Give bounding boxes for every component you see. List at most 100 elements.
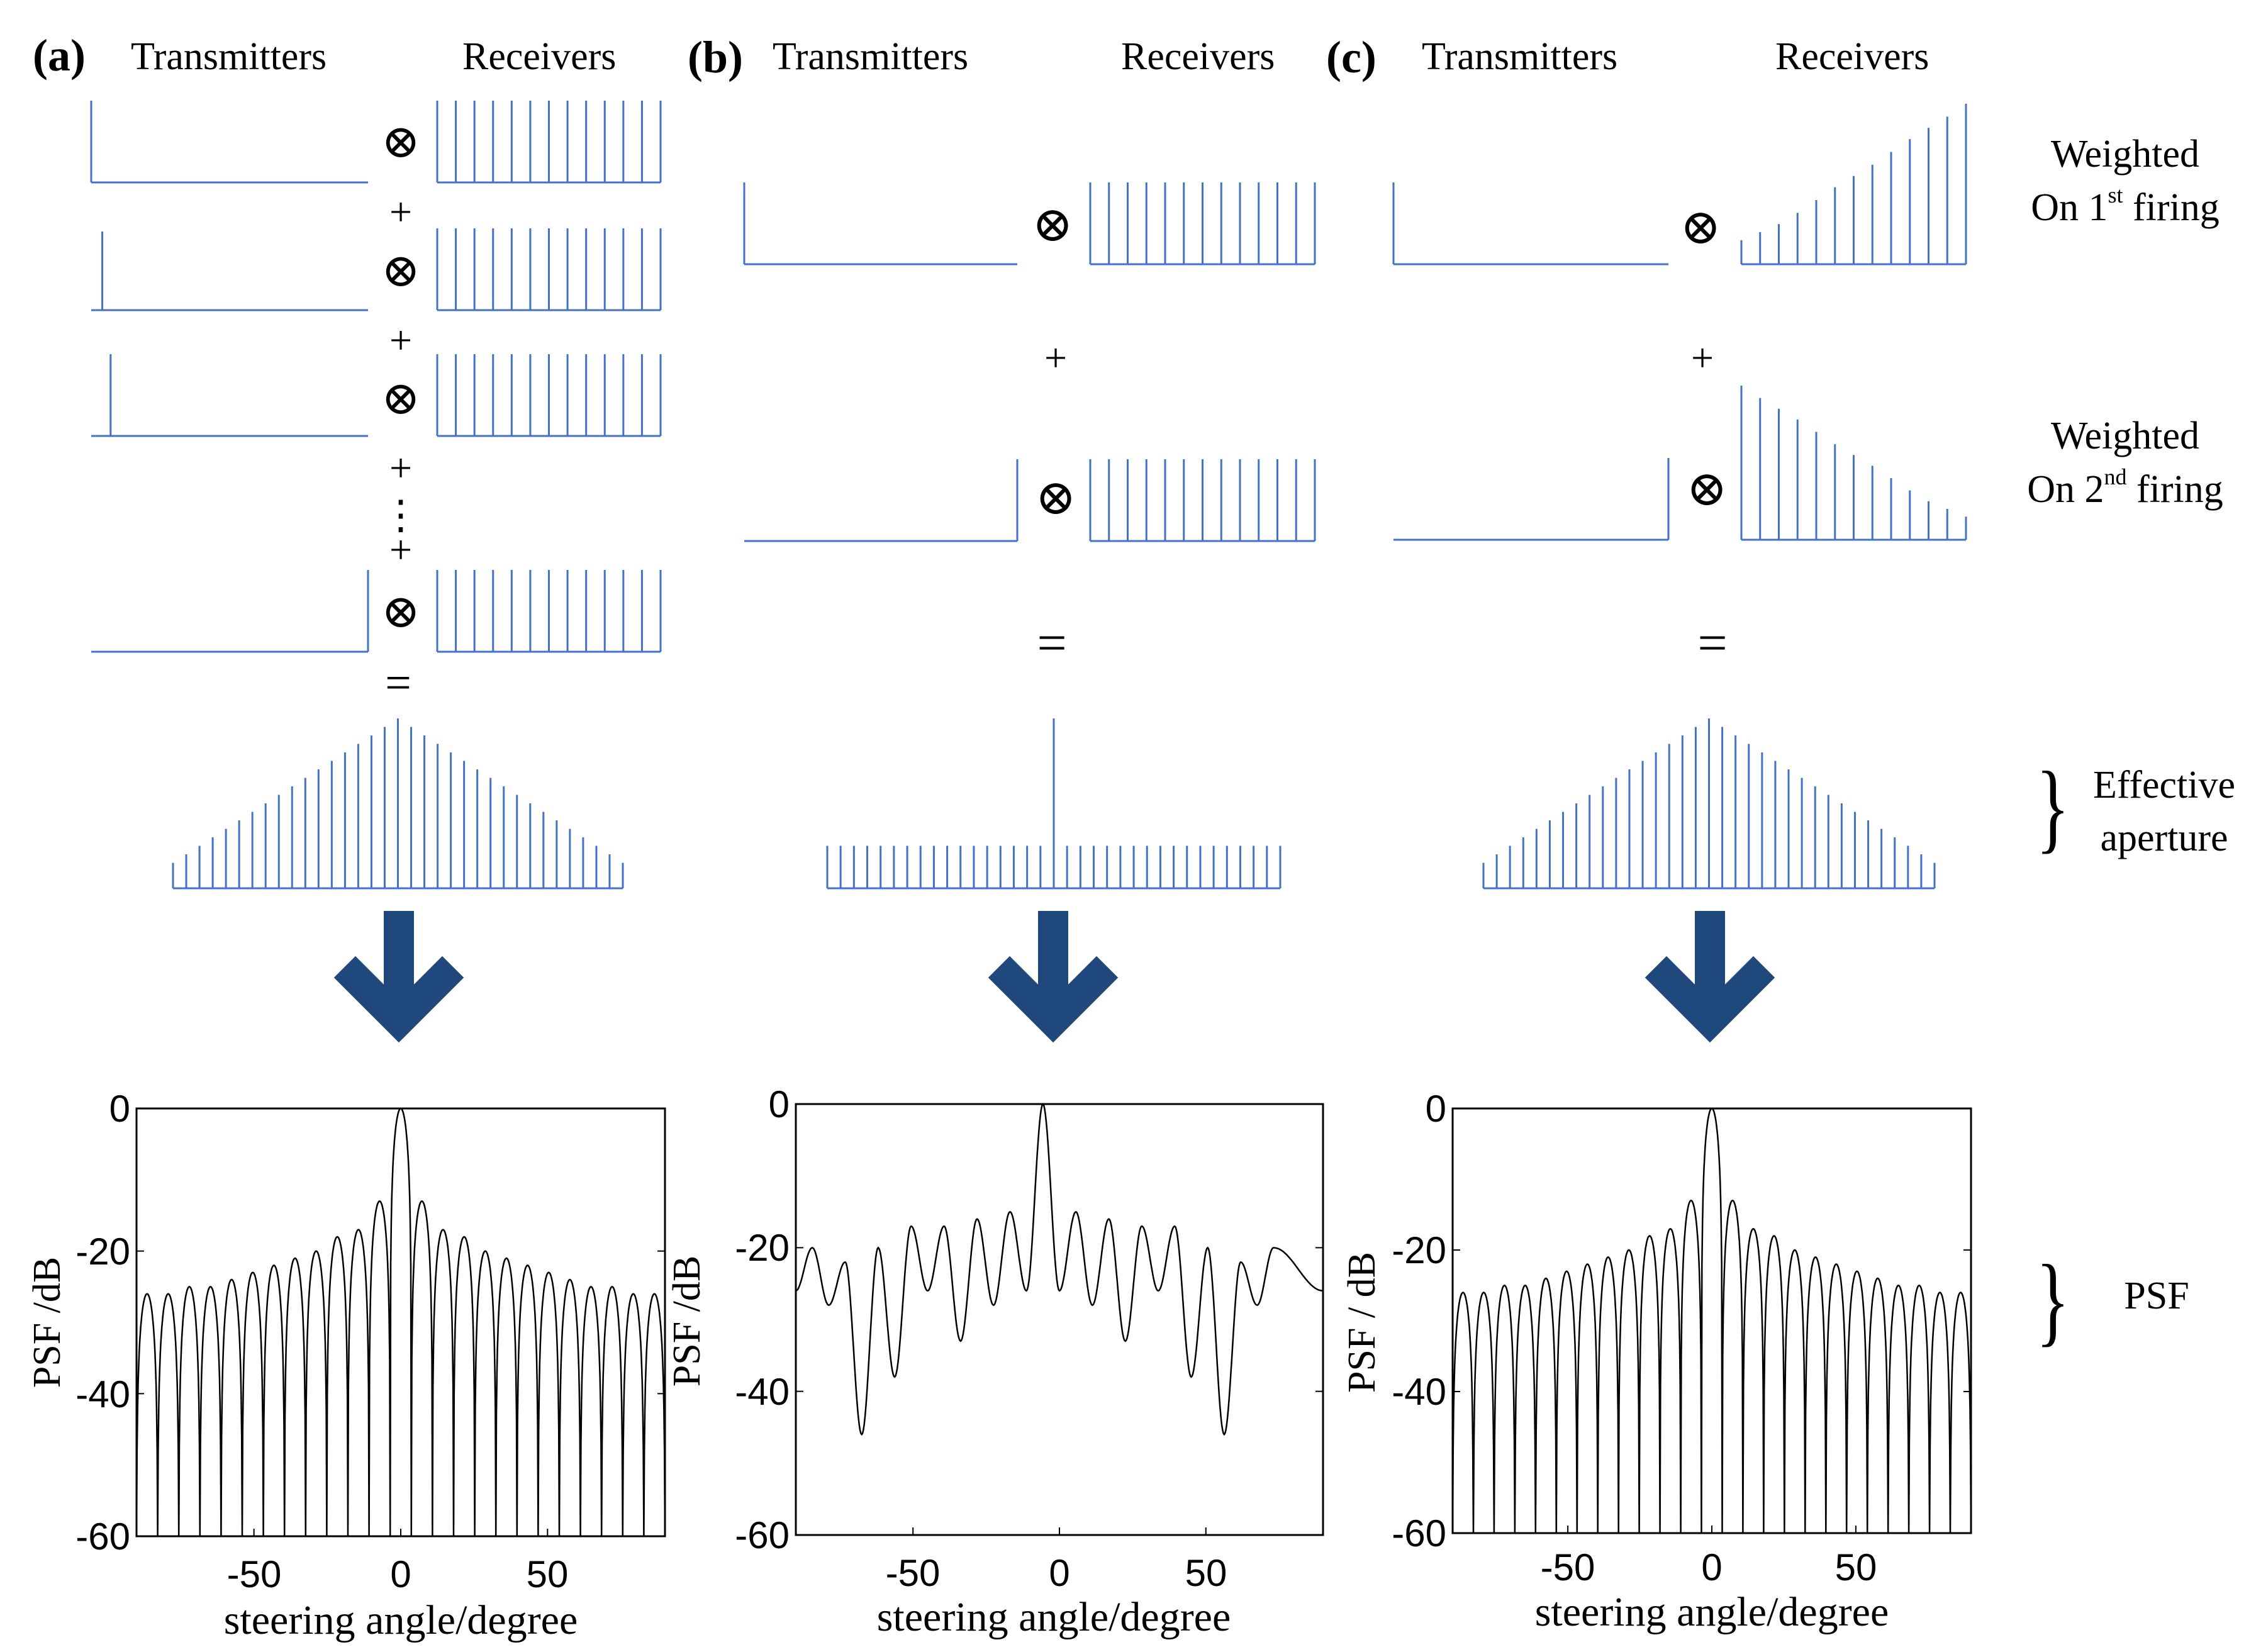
x-tick-label: 0	[1049, 1552, 1069, 1594]
side-annotations: Weighted On 1st firing Weighted On 2nd f…	[2027, 133, 2235, 1356]
brace-psf-icon: }	[2036, 1244, 2070, 1355]
tx-a-4	[91, 570, 369, 653]
y-tick-label: 0	[109, 1088, 130, 1130]
times-op-b1: ⊗	[1032, 197, 1073, 252]
weighted-first-sup: st	[2108, 182, 2123, 208]
tx-c-2	[1393, 458, 1670, 541]
weighted-first-on: On 1	[2031, 186, 2108, 229]
weighted-first-line2: On 1st firing	[2031, 182, 2220, 229]
brace-aperture-icon: }	[2036, 751, 2070, 862]
rx-a-4	[436, 570, 662, 653]
rx-c-1	[1740, 104, 1967, 265]
plus-op-a1: +	[389, 189, 412, 234]
down-arrow-icon	[1641, 908, 1779, 1046]
y-axis-label: PSF / dB	[1341, 1252, 1383, 1393]
x-tick-label: 0	[390, 1553, 411, 1595]
x-tick-label: 50	[527, 1553, 569, 1595]
plus-op-a3: +	[389, 445, 412, 490]
x-axis-label: steering angle/degree	[224, 1597, 578, 1643]
psf-curve	[1451, 1107, 1972, 1534]
down-arrow-icon	[985, 908, 1122, 1046]
x-axis-label: steering angle/degree	[877, 1594, 1231, 1640]
panel-b-tx-title: Transmitters	[773, 35, 968, 78]
panel-c-rx-title: Receivers	[1775, 35, 1929, 78]
plot-frame	[795, 1103, 1324, 1536]
equals-op-a: =	[385, 657, 411, 709]
tx-b-1	[743, 182, 1017, 265]
y-tick-label: 0	[1426, 1088, 1446, 1130]
rx-c-2	[1740, 386, 1967, 541]
equals-op-c: =	[1697, 614, 1727, 673]
y-tick-label: -40	[1392, 1371, 1446, 1413]
times-op-b2: ⊗	[1035, 470, 1076, 525]
psf-plot-b: 0 -20 -40 -60 -50 0 50 steering angle/de…	[666, 1083, 1324, 1640]
x-tick-label: 50	[1835, 1546, 1877, 1588]
rx-a-1	[436, 101, 662, 184]
weighted-second-firing: firing	[2127, 468, 2223, 511]
x-tick-label: 50	[1185, 1552, 1227, 1594]
y-tick-label: -20	[1392, 1229, 1446, 1271]
weighted-second-sup: nd	[2104, 464, 2127, 489]
x-axis-label: steering angle/degree	[1535, 1589, 1889, 1635]
tx-a-1	[90, 101, 368, 184]
aperture-c	[1482, 718, 1936, 890]
y-tick-label: -60	[75, 1515, 130, 1558]
y-tick-label: -60	[1392, 1512, 1446, 1554]
rx-a-3	[436, 354, 662, 437]
aperture-b	[826, 718, 1282, 890]
equals-op-b: =	[1037, 614, 1066, 673]
tx-b-2	[744, 459, 1019, 542]
panel-c-label: (c)	[1326, 32, 1376, 82]
plus-op-a2: +	[389, 318, 412, 362]
panel-a-label: (a)	[33, 30, 86, 81]
panel-b-label: (b)	[688, 32, 743, 82]
y-tick-label: -20	[735, 1227, 790, 1269]
y-tick-label: -40	[735, 1371, 790, 1413]
weighted-first-firing: firing	[2123, 186, 2220, 229]
times-op-a2: ⊗	[381, 245, 420, 297]
x-tick-label: -50	[1541, 1546, 1595, 1588]
times-op-a4: ⊗	[381, 586, 420, 638]
y-axis-label: PSF /dB	[26, 1257, 69, 1388]
dots-op-a: ⋮	[381, 493, 421, 537]
plus-op-b: +	[1044, 335, 1067, 380]
operators: ⊗ + ⊗ + ⊗ + ⋮ + ⊗ = ⊗ + ⊗ = ⊗ + ⊗ =	[381, 116, 1728, 709]
panel-a-rx-title: Receivers	[462, 35, 616, 78]
plus-op-c: +	[1691, 335, 1714, 380]
x-tick-label: 0	[1701, 1546, 1722, 1588]
y-axis-label: PSF /dB	[666, 1256, 708, 1387]
y-tick-label: 0	[769, 1083, 790, 1125]
down-arrow-icon	[330, 908, 467, 1046]
times-op-a3: ⊗	[381, 373, 420, 425]
panel-c-tx-title: Transmitters	[1422, 35, 1617, 78]
x-tick-label: -50	[227, 1553, 282, 1595]
times-op-c1: ⊗	[1680, 199, 1721, 254]
times-op-a1: ⊗	[381, 116, 420, 168]
psf-plot-c: 0 -20 -40 -60 -50 0 50 steering angle/de…	[1341, 1088, 1972, 1635]
plot-frame	[135, 1107, 666, 1538]
weighted-second-on: On 2	[2027, 468, 2104, 511]
plot-frame	[1451, 1107, 1972, 1534]
panel-b-rx-title: Receivers	[1121, 35, 1275, 78]
tx-a-2	[91, 232, 368, 311]
y-tick-label: -40	[75, 1373, 130, 1415]
plus-op-a4: +	[389, 527, 412, 572]
effective-aperture-line1: Effective	[2093, 764, 2235, 806]
aperture-a	[172, 718, 624, 890]
tx-a-3	[91, 354, 368, 437]
times-op-c2: ⊗	[1686, 461, 1727, 516]
panel-titles: (a) Transmitters Receivers (b) Transmitt…	[33, 30, 1929, 82]
psf-curve	[795, 1102, 1324, 1436]
weighted-second-line2: On 2nd firing	[2027, 464, 2223, 511]
tx-c-1	[1392, 182, 1668, 265]
psf-curve	[135, 1107, 666, 1537]
rx-a-2	[436, 228, 662, 311]
psf-plot-a: 0 -20 -40 -60 -50 0 50 steering angle/de…	[26, 1088, 666, 1643]
y-tick-label: -20	[75, 1231, 130, 1273]
weighted-second-line1: Weighted	[2051, 415, 2199, 457]
panel-a-tx-title: Transmitters	[131, 35, 327, 78]
psf-label: PSF	[2124, 1275, 2189, 1317]
weighted-first-line1: Weighted	[2051, 133, 2199, 176]
rx-b-2	[1089, 459, 1316, 542]
